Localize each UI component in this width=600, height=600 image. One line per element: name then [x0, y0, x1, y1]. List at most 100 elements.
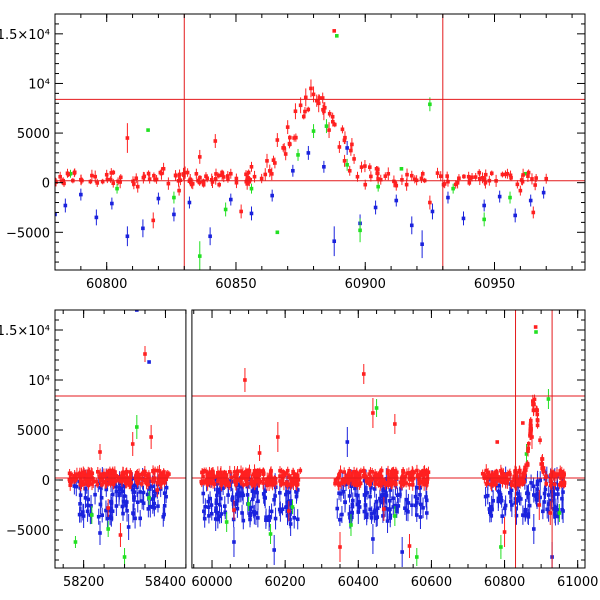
- red-band-point: [514, 475, 519, 480]
- plot-area: [55, 310, 585, 568]
- blue-band-point: [240, 511, 244, 515]
- blue-band-point: [201, 491, 206, 496]
- blue-band-point: [414, 513, 419, 517]
- green-point: [349, 523, 353, 527]
- green-point: [115, 186, 119, 191]
- red-band-point: [214, 172, 218, 176]
- blue-point: [356, 510, 361, 514]
- red-band-point: [508, 173, 513, 178]
- red-band-point: [368, 478, 373, 482]
- red-band-point: [341, 478, 346, 483]
- blue-band-point: [384, 491, 388, 495]
- red-band-point: [273, 161, 277, 165]
- blue-band-point: [509, 488, 514, 493]
- blue-band-point: [491, 498, 495, 503]
- red-band-point: [251, 472, 256, 477]
- red-band-point: [500, 172, 505, 177]
- red-point: [394, 183, 399, 188]
- red-band-point: [146, 171, 151, 176]
- x-tick-label: 60200: [264, 575, 305, 590]
- red-band-point: [346, 472, 351, 476]
- red-band-point: [417, 480, 422, 485]
- red-band-point: [345, 479, 350, 483]
- green-point: [374, 406, 379, 410]
- red-band-point: [387, 475, 391, 480]
- blue-band-point: [381, 514, 385, 518]
- red-band-point: [393, 181, 398, 186]
- red-band-point: [209, 478, 214, 482]
- blue-point: [510, 503, 514, 507]
- y-tick-label: −5000: [6, 524, 50, 539]
- red-band-point: [100, 476, 104, 481]
- red-band-point: [110, 474, 114, 479]
- red-band-point: [128, 470, 133, 474]
- green-point: [246, 502, 251, 506]
- blue-band-point: [138, 490, 142, 494]
- red-band-point: [503, 172, 508, 177]
- red-band-point: [239, 469, 243, 473]
- red-band-point: [232, 470, 237, 474]
- red-band-point: [473, 175, 478, 179]
- red-point: [232, 508, 236, 512]
- blue-band-point: [263, 496, 268, 500]
- blue-point: [232, 540, 236, 544]
- red-band-point: [244, 469, 249, 474]
- red-band-point: [330, 119, 335, 124]
- red-band-point: [351, 477, 356, 482]
- blue-band-point: [374, 499, 379, 504]
- blue-band-point: [421, 506, 425, 510]
- red-band-point: [441, 182, 446, 187]
- blue-band-point: [202, 516, 207, 521]
- green-point: [223, 207, 228, 212]
- red-point: [298, 103, 303, 108]
- red-band-point: [373, 477, 377, 482]
- red-band-point: [562, 481, 567, 485]
- red-point: [332, 29, 337, 33]
- red-band-point: [342, 470, 346, 474]
- red-band-point: [535, 412, 540, 417]
- blue-point: [532, 527, 536, 531]
- red-band-point: [320, 96, 325, 100]
- red-band-point: [505, 477, 510, 482]
- blue-band-point: [551, 494, 556, 499]
- red-band-point: [485, 476, 490, 481]
- red-band-point: [410, 478, 414, 482]
- blue-point: [541, 190, 546, 195]
- red-band-point: [376, 177, 380, 181]
- blue-band-point: [295, 488, 300, 492]
- red-point: [197, 155, 202, 159]
- blue-band-point: [130, 487, 135, 492]
- green-point: [172, 195, 176, 200]
- red-band-point: [103, 479, 108, 484]
- green-point: [268, 532, 273, 536]
- red-band-point: [558, 472, 563, 476]
- red-band-point: [90, 482, 94, 486]
- red-band-point: [221, 175, 226, 179]
- blue-band-point: [337, 491, 341, 496]
- blue-band-point: [538, 495, 542, 500]
- red-band-point: [365, 476, 370, 481]
- red-band-point: [490, 477, 494, 482]
- red-band-point: [101, 473, 106, 478]
- red-band-point: [386, 469, 390, 473]
- red-band-point: [389, 481, 394, 486]
- blue-band-point: [375, 506, 380, 511]
- blue-band-point: [278, 509, 283, 514]
- red-band-point: [317, 96, 322, 100]
- red-band-point: [111, 181, 116, 186]
- green-point: [399, 166, 404, 171]
- red-band-point: [410, 469, 415, 474]
- blue-band-point: [141, 490, 146, 495]
- red-band-point: [107, 475, 112, 480]
- blue-band-point: [381, 486, 385, 491]
- red-band-point: [100, 482, 104, 487]
- blue-band-point: [146, 507, 151, 511]
- red-band-point: [555, 472, 559, 476]
- blue-point: [385, 519, 390, 523]
- red-band-point: [552, 482, 557, 487]
- red-band-point: [378, 483, 383, 488]
- red-band-point: [227, 483, 232, 488]
- red-band-point: [129, 481, 133, 485]
- blue-band-point: [248, 505, 253, 510]
- x-tick-label: 60950: [474, 277, 515, 292]
